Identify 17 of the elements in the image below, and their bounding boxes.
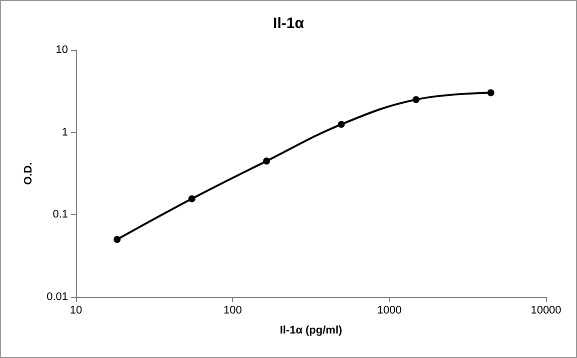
y-tick-label: 10 (56, 44, 68, 56)
y-tick-label: 1 (62, 126, 68, 138)
chart-title: Il-1α (273, 15, 305, 32)
x-tick-label: 100 (223, 304, 242, 316)
point (114, 236, 121, 243)
point (188, 195, 196, 202)
y-tick-label: 0.1 (52, 208, 68, 221)
point (487, 89, 494, 96)
x-tick-label: 10000 (530, 304, 562, 316)
point (412, 96, 420, 104)
y-axis-title: O.D. (22, 162, 34, 185)
x-tick-label: 10 (70, 304, 82, 316)
x-axis-title: Il-1α (pg/ml) (280, 324, 343, 336)
y-tick-label: 0.01 (46, 291, 68, 303)
x-tick-label: 1000 (377, 304, 402, 316)
point (263, 158, 270, 165)
point (338, 120, 345, 128)
